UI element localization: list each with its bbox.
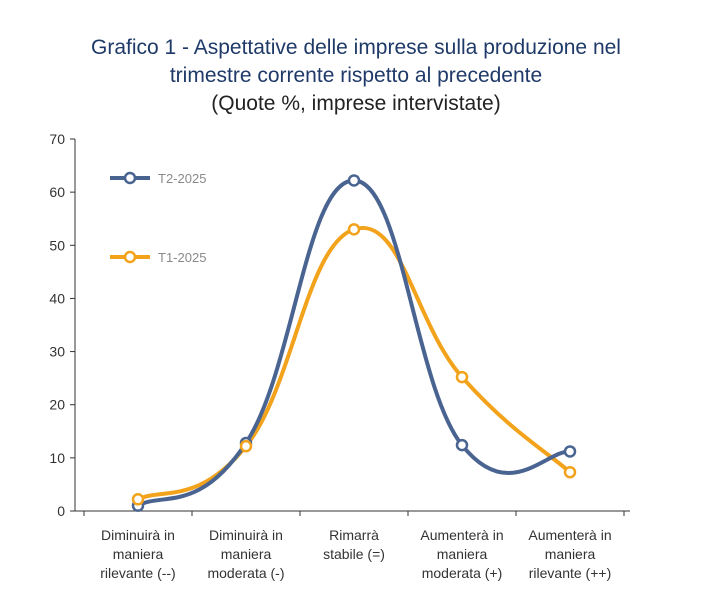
chart-title-line-2: trimestre corrente rispetto al precedent…	[169, 64, 543, 87]
series-points	[131, 174, 577, 512]
data-point-T2-2025	[455, 438, 469, 452]
y-tick-label: 50	[49, 237, 65, 253]
y-tick-label: 10	[49, 450, 65, 466]
y-tick-label: 0	[57, 503, 65, 519]
chart-subtitle: (Quote %, imprese intervistate)	[211, 92, 501, 115]
legend-label: T2-2025	[158, 171, 206, 186]
series-line-T1-2025	[136, 225, 572, 502]
chart-title: Grafico 1 - Aspettative delle imprese su…	[0, 34, 712, 118]
x-tick-label: Aumenterà in maniera moderata (+)	[420, 527, 503, 581]
data-point-T2-2025	[347, 174, 361, 187]
data-point-T1-2025	[455, 370, 469, 384]
legend-marker	[123, 250, 137, 264]
chart-title-line-1: Grafico 1 - Aspettative delle imprese su…	[91, 36, 621, 59]
x-tick-label: Diminuirà in maniera rilevante (--)	[100, 527, 175, 581]
legend-marker	[123, 171, 137, 185]
legend: T2-2025 T1-2025	[110, 171, 206, 265]
y-tick-label: 30	[49, 344, 65, 360]
x-tick-label: Aumenterà in maniera rilevante (++)	[528, 527, 611, 581]
x-tick-label: Rimarrà stabile (=)	[323, 527, 385, 562]
x-axis-labels: Diminuirà in maniera rilevante (--) Diminui…	[100, 527, 611, 581]
y-tick-label: 20	[49, 397, 65, 413]
data-point-T1-2025	[563, 465, 577, 479]
y-tick-label: 70	[49, 131, 65, 147]
y-tick-label: 40	[49, 290, 65, 306]
axes: 0 10 20 30 40 50 60 70	[49, 131, 630, 519]
y-tick-label: 60	[49, 184, 65, 200]
data-point-T2-2025	[563, 445, 577, 458]
x-tick-label: Diminuirà in maniera moderata (-)	[207, 527, 284, 581]
legend-label: T1-2025	[158, 250, 206, 265]
data-point-T1-2025	[131, 493, 145, 506]
data-point-T1-2025	[347, 223, 361, 236]
data-point-T1-2025	[239, 439, 253, 453]
